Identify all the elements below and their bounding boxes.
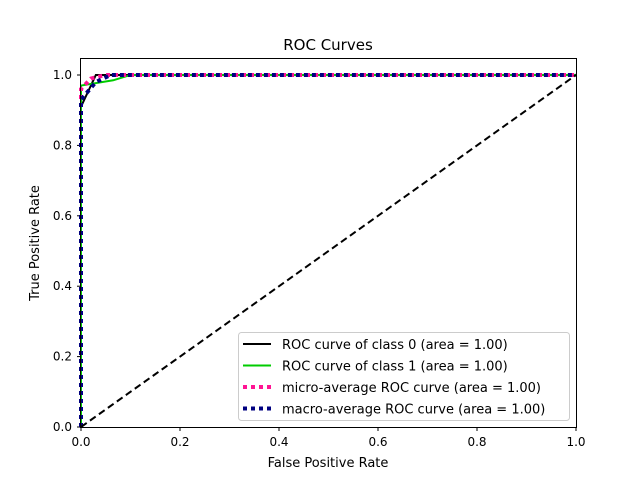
- chart-title: ROC Curves: [283, 36, 373, 54]
- series-line-4: [80, 74, 577, 428]
- x-axis-label: False Positive Rate: [268, 456, 389, 471]
- y-tick-label: 1.0: [53, 68, 72, 82]
- plot-frame: [80, 58, 577, 428]
- x-tick-label: 0.0: [71, 435, 90, 449]
- x-tick-label: 0.8: [467, 435, 486, 449]
- x-tick-label: 0.2: [170, 435, 189, 449]
- legend: ROC curve of class 0 (area = 1.00) ROC cu…: [238, 332, 570, 421]
- y-tick-label: 0.8: [53, 138, 72, 152]
- legend-label: ROC curve of class 1 (area = 1.00): [282, 360, 508, 375]
- x-tick-label: 0.4: [269, 435, 288, 449]
- x-tick-label: 1.0: [566, 435, 585, 449]
- y-tick-label: 0.0: [53, 420, 72, 434]
- legend-label: macro-average ROC curve (area = 1.00): [282, 403, 545, 418]
- y-tick-label: 0.4: [53, 279, 72, 293]
- y-tick-label: 0.2: [53, 350, 72, 364]
- legend-label: ROC curve of class 0 (area = 1.00): [282, 338, 508, 353]
- y-axis-label: True Positive Rate: [28, 185, 43, 302]
- legend-label: micro-average ROC curve (area = 1.00): [282, 381, 541, 396]
- legend-box: [238, 332, 570, 421]
- y-tick-label: 0.6: [53, 209, 72, 223]
- x-tick-label: 0.6: [368, 435, 387, 449]
